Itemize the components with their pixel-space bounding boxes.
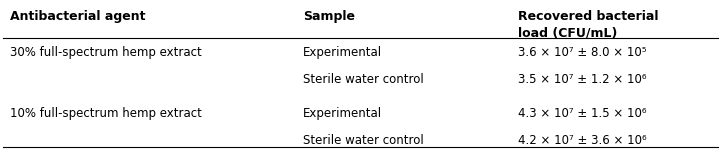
Text: 10% full-spectrum hemp extract: 10% full-spectrum hemp extract [10,107,202,120]
Text: Experimental: Experimental [304,107,382,120]
Text: 4.3 × 10⁷ ± 1.5 × 10⁶: 4.3 × 10⁷ ± 1.5 × 10⁶ [518,107,647,120]
Text: 30% full-spectrum hemp extract: 30% full-spectrum hemp extract [10,46,202,59]
Text: Experimental: Experimental [304,46,382,59]
Text: 4.2 × 10⁷ ± 3.6 × 10⁶: 4.2 × 10⁷ ± 3.6 × 10⁶ [518,134,647,147]
Text: 3.6 × 10⁷ ± 8.0 × 10⁵: 3.6 × 10⁷ ± 8.0 × 10⁵ [518,46,647,59]
Text: Recovered bacterial
load (CFU/mL): Recovered bacterial load (CFU/mL) [518,10,658,39]
Text: Sterile water control: Sterile water control [304,73,424,86]
Text: Sterile water control: Sterile water control [304,134,424,147]
Text: Antibacterial agent: Antibacterial agent [10,10,146,23]
Text: Sample: Sample [304,10,355,23]
Text: 3.5 × 10⁷ ± 1.2 × 10⁶: 3.5 × 10⁷ ± 1.2 × 10⁶ [518,73,647,86]
